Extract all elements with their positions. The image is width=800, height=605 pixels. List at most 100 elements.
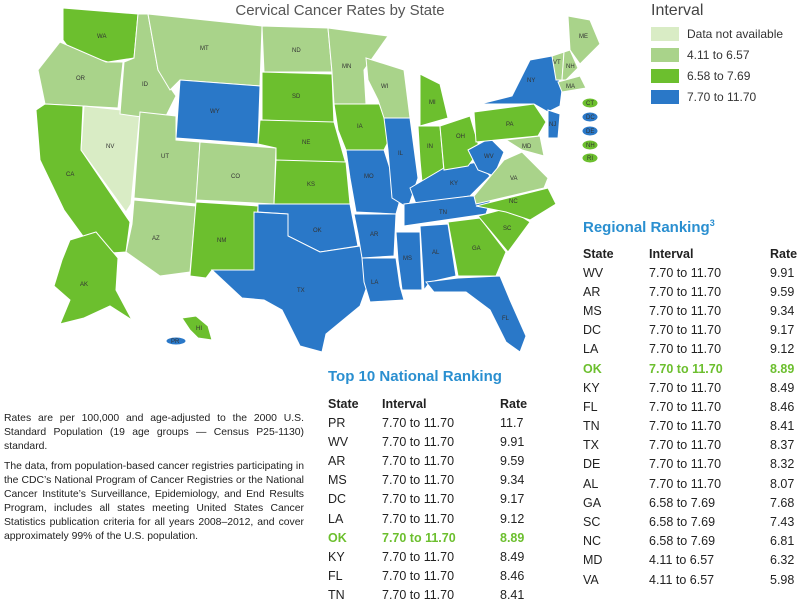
column-header-interval: Interval <box>382 397 427 411</box>
table-row: KY 7.70 to 11.70 8.49 <box>328 547 560 566</box>
label-fl: FL <box>502 316 510 322</box>
label-ky: KY <box>450 181 458 187</box>
cell-rate: 9.12 <box>500 511 525 526</box>
label-tx: TX <box>297 288 305 294</box>
label-ca: CA <box>66 172 74 178</box>
state-al[interactable] <box>419 223 457 292</box>
cell-interval: 7.70 to 11.70 <box>649 438 722 453</box>
label-wa: WA <box>97 34 106 40</box>
label-wv: WV <box>484 154 494 160</box>
state-la[interactable] <box>361 257 405 303</box>
state-nh-marker[interactable] <box>581 139 599 151</box>
label-id: ID <box>142 82 149 88</box>
cell-state: KY <box>583 380 600 395</box>
label-nj: NJ <box>549 122 556 128</box>
column-header-rate: Rate <box>500 397 528 411</box>
cell-rate: 7.43 <box>770 515 795 530</box>
state-nh[interactable] <box>561 49 579 81</box>
cell-state: AL <box>583 476 599 491</box>
cell-rate: 11.7 <box>500 415 524 430</box>
label-ak: AK <box>80 282 88 288</box>
state-dc-marker[interactable] <box>581 111 599 123</box>
label-vt: VT <box>553 60 561 66</box>
label-sd: SD <box>292 94 301 100</box>
cell-interval: 7.70 to 11.70 <box>649 476 722 491</box>
state-mi[interactable] <box>419 73 449 127</box>
cell-interval: 7.70 to 11.70 <box>382 511 455 526</box>
cell-interval: 7.70 to 11.70 <box>649 265 722 280</box>
legend-swatch <box>651 89 679 104</box>
state-de-marker[interactable] <box>581 125 599 137</box>
cell-interval: 7.70 to 11.70 <box>382 569 455 584</box>
cell-state: DC <box>583 323 602 338</box>
cell-rate: 8.46 <box>500 569 525 584</box>
state-me[interactable] <box>567 15 601 65</box>
table-row: OK 7.70 to 11.70 8.89 <box>583 359 800 378</box>
cell-state: GA <box>583 495 602 510</box>
cell-state: SC <box>583 515 601 530</box>
cell-state: TN <box>328 588 345 603</box>
table-row: OK 7.70 to 11.70 8.89 <box>328 528 560 547</box>
table-row: GA 6.58 to 7.69 7.68 <box>583 493 800 512</box>
regional-title-sup: 3 <box>709 218 715 228</box>
cell-state: OK <box>583 361 602 376</box>
cell-state: MD <box>583 553 603 568</box>
state-hi[interactable] <box>181 315 213 341</box>
state-az[interactable] <box>125 199 197 277</box>
label-oh: OH <box>456 134 465 140</box>
state-ga[interactable] <box>447 217 507 277</box>
state-or[interactable] <box>37 41 124 109</box>
map-title: Cervical Cancer Rates by State <box>235 2 445 19</box>
label-ri: RI <box>587 156 593 162</box>
state-va[interactable] <box>473 151 549 205</box>
legend-swatch <box>651 47 679 62</box>
label-tn: TN <box>439 210 447 216</box>
label-nc: NC <box>509 199 518 205</box>
cell-interval: 7.70 to 11.70 <box>649 457 722 472</box>
label-nh: NH <box>566 64 575 70</box>
state-ms[interactable] <box>395 231 423 291</box>
state-ct-marker[interactable] <box>581 97 599 109</box>
state-fl[interactable] <box>425 275 527 353</box>
state-ny[interactable] <box>479 55 563 113</box>
cell-interval: 7.70 to 11.70 <box>382 453 455 468</box>
label-ma: MA <box>566 84 575 90</box>
cell-state: MS <box>583 303 602 318</box>
state-ak[interactable] <box>53 231 134 325</box>
state-ri-marker[interactable] <box>581 152 599 164</box>
cell-interval: 7.70 to 11.70 <box>382 415 455 430</box>
state-md[interactable] <box>504 135 545 157</box>
label-dc: DC <box>586 115 595 121</box>
cell-rate: 7.68 <box>770 495 795 510</box>
table-row: AR 7.70 to 11.70 9.59 <box>583 282 800 301</box>
label-mt: MT <box>200 46 209 52</box>
state-mt[interactable] <box>147 13 263 91</box>
cell-interval: 4.11 to 6.57 <box>649 553 715 568</box>
cell-interval: 4.11 to 6.57 <box>649 572 715 587</box>
state-ma[interactable] <box>557 75 587 93</box>
state-co[interactable] <box>195 141 277 205</box>
state-pa[interactable] <box>473 103 547 143</box>
cell-state: WV <box>583 265 604 280</box>
state-ar[interactable] <box>353 213 397 259</box>
legend-item-mid: 6.58 to 7.69 <box>651 65 783 86</box>
cell-interval: 7.70 to 11.70 <box>382 492 455 507</box>
cell-rate: 8.37 <box>770 438 795 453</box>
cell-interval: 7.70 to 11.70 <box>649 419 722 434</box>
footnotes: Rates are per 100,000 and age-adjusted t… <box>4 412 304 550</box>
table-row: FL 7.70 to 11.70 8.46 <box>583 397 800 416</box>
cell-interval: 6.58 to 7.69 <box>649 534 716 549</box>
label-md: MD <box>522 144 532 150</box>
state-pr[interactable] <box>165 336 187 346</box>
cell-state: LA <box>583 342 599 357</box>
regional-ranking-table: State Interval Rate WV 7.70 to 11.70 9.91 A… <box>583 245 800 589</box>
us-choropleth-map: WA OR CA NV ID MT WY UT AZ CO NM ND SD N… <box>35 7 601 353</box>
state-nc[interactable] <box>475 187 557 221</box>
label-ne: NE <box>302 140 310 146</box>
cell-interval: 6.58 to 7.69 <box>649 495 716 510</box>
state-nj[interactable] <box>547 109 561 139</box>
column-header-rate: Rate <box>770 247 798 261</box>
footnote-rates: Rates are per 100,000 and age-adjusted t… <box>4 413 304 452</box>
cell-interval: 6.58 to 7.69 <box>649 515 716 530</box>
state-tx[interactable] <box>210 211 371 353</box>
